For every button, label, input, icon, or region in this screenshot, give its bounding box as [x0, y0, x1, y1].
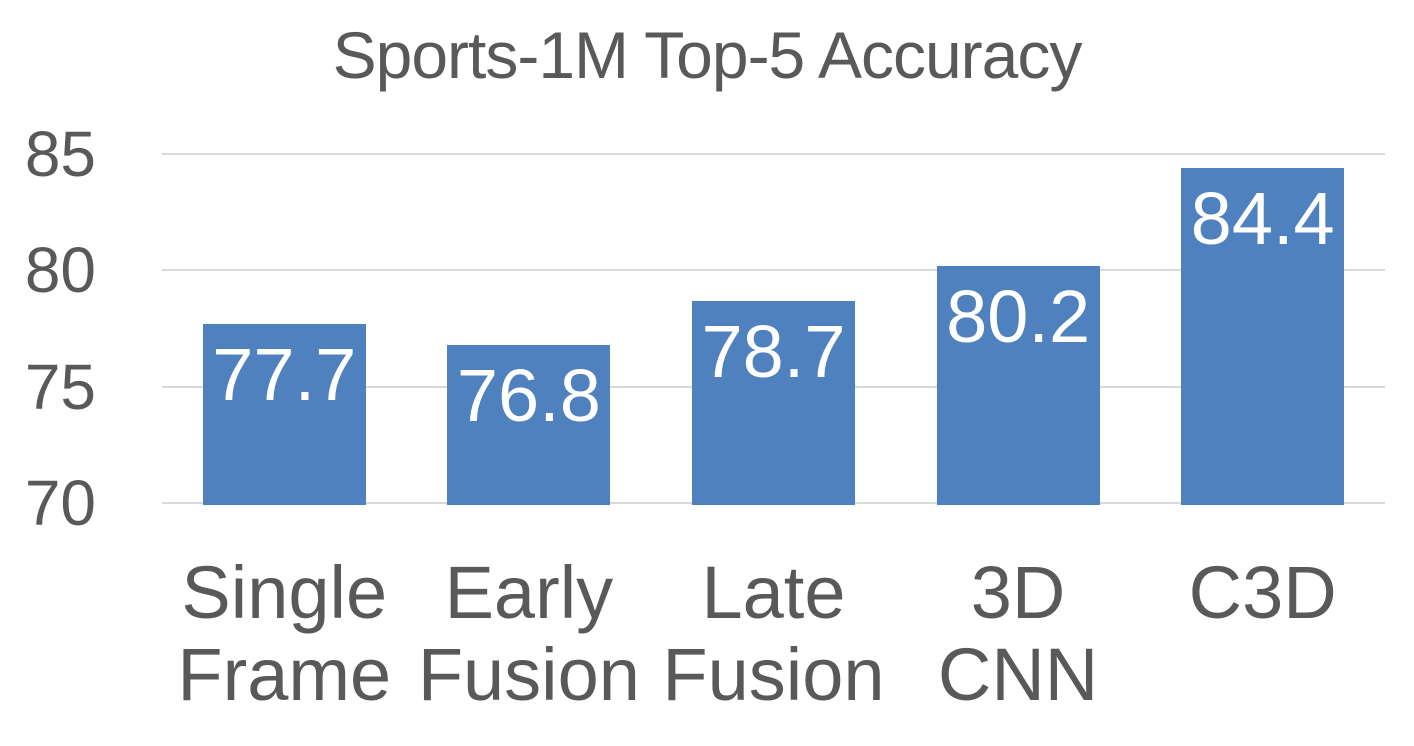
- y-axis-tick-label: 75: [24, 350, 96, 423]
- gridline: [162, 269, 1385, 272]
- gridline: [162, 153, 1385, 155]
- bar-value-label: 78.7: [701, 309, 846, 393]
- bar: [202, 323, 366, 505]
- bar-value-label: 84.4: [1190, 176, 1335, 260]
- bar: [447, 344, 611, 505]
- x-axis-category-label: C3D: [1188, 551, 1337, 634]
- x-axis-category-label: Single Frame: [177, 551, 392, 716]
- bar-value-label: 80.2: [946, 274, 1091, 358]
- y-axis-tick-label: 85: [24, 118, 96, 190]
- bar: [692, 300, 855, 505]
- x-axis-category-label: Late Fusion: [662, 551, 885, 716]
- bar: [936, 265, 1100, 505]
- bar-value-label: 77.7: [212, 332, 357, 416]
- y-axis-tick-label: 70: [24, 467, 96, 539]
- bar: [1181, 167, 1345, 505]
- x-axis-category-label: Early Fusion: [417, 551, 640, 716]
- chart-title: Sports-1M Top-5 Accuracy: [332, 18, 1083, 92]
- bar-value-label: 76.8: [456, 353, 601, 437]
- x-axis-category-label: 3D CNN: [937, 551, 1099, 716]
- y-axis-tick-label: 80: [24, 234, 96, 307]
